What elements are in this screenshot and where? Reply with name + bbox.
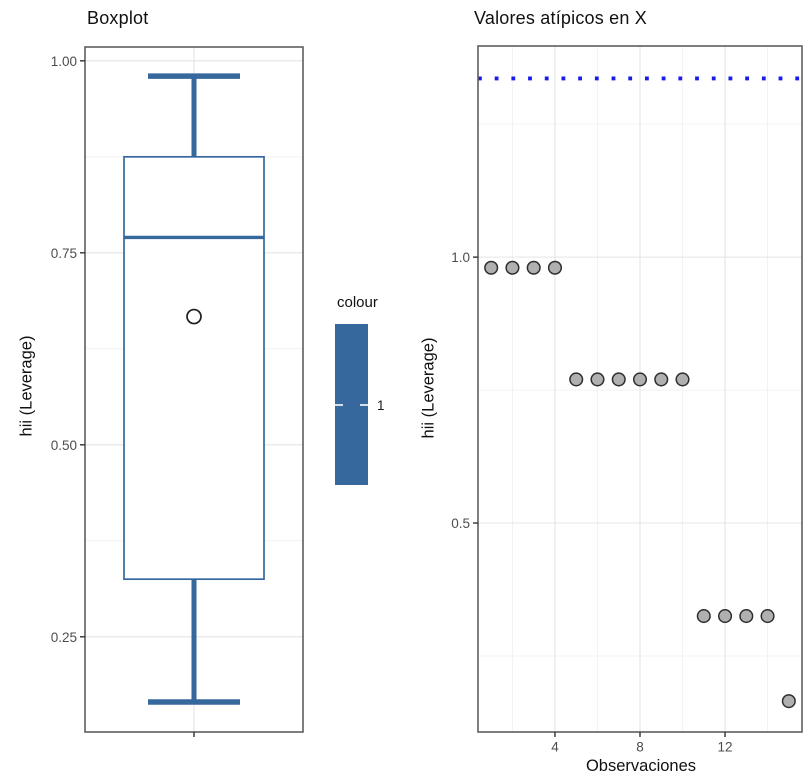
scatter-panel: 1.0 0.5 4 8 12 [451,45,803,755]
x-tick-label: 4 [551,740,559,755]
x-tick-label: 8 [636,740,644,755]
scatter-point [505,260,520,275]
boxplot-title: Boxplot [87,8,149,28]
boxplot-y-axis-title: hii (Leverage) [17,335,36,437]
y-tick-label: 0.25 [51,630,77,645]
legend-value-label: 1 [377,398,385,413]
scatter-point [675,372,690,387]
scatter-point [654,372,669,387]
scatter-point [717,609,733,624]
scatter-title: Valores atípicos en X [474,8,647,28]
y-tick-label: 0.50 [51,438,77,453]
scatter-point [569,372,584,387]
y-tick-label: 0.5 [451,516,470,531]
scatter-point [526,260,541,275]
legend: 1 [335,324,385,485]
scatter-point [547,260,563,275]
y-tick-label: 1.00 [51,54,77,69]
scatter-point [760,609,775,624]
scatter-point [611,372,626,387]
scatter-y-axis-title: hii (Leverage) [419,337,438,439]
legend-title: colour [337,294,378,311]
scatter-point [632,372,648,387]
scatter-point [739,609,754,624]
scatter-x-axis-title: Observaciones [585,757,697,775]
mean-point [186,308,202,325]
scatter-point [484,260,499,275]
y-tick-label: 1.0 [451,250,470,265]
x-tick-label: 12 [718,740,733,755]
box-iqr [123,155,265,581]
scatter-point [590,372,605,387]
scatter-point [696,609,711,624]
boxplot-panel: 1.00 0.75 0.50 0.25 [51,46,304,737]
scatter-point [781,694,796,709]
y-tick-label: 0.75 [51,246,77,261]
